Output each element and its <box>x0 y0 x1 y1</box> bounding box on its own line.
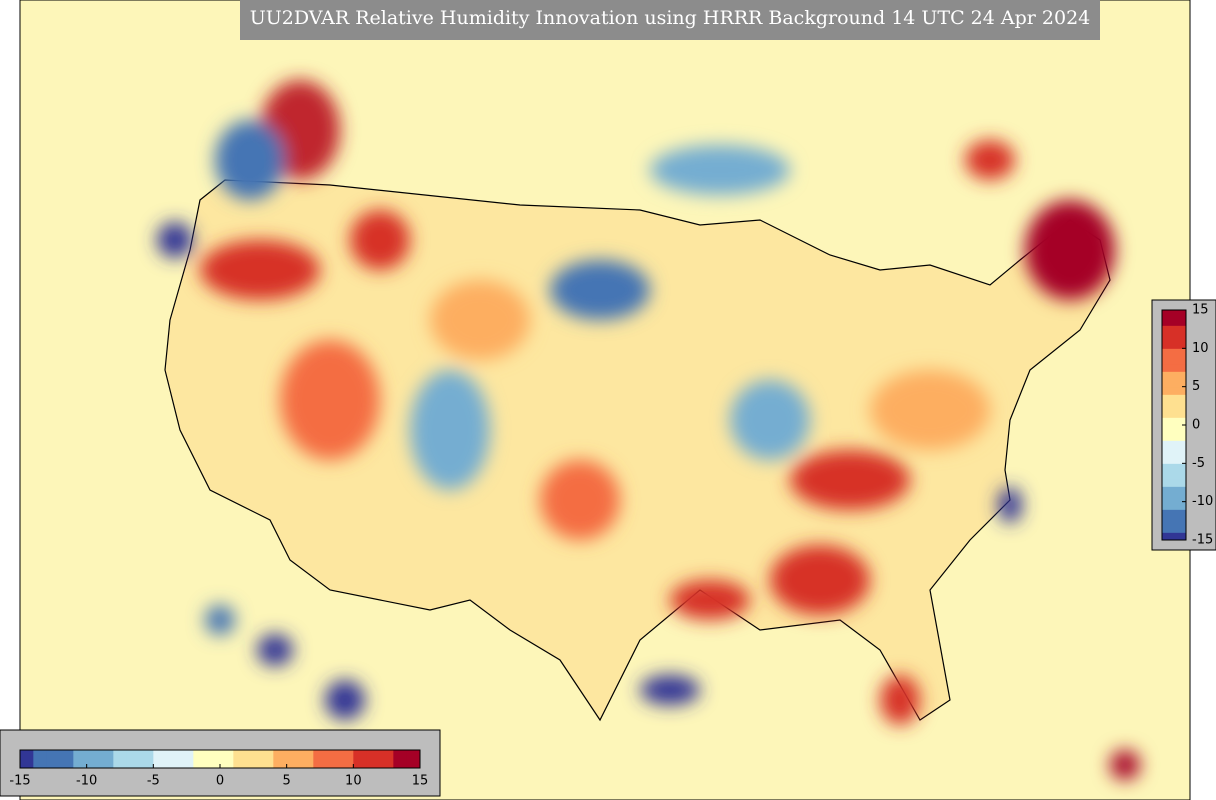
colorbars: -15 -10 -5 0 5 10 15 15 10 5 0 -5 -10 -15 <box>9 303 1213 789</box>
tick-label: -10 <box>1192 494 1213 509</box>
title-box <box>240 0 1100 40</box>
title: UU2DVAR Relative Humidity Innovation usi… <box>250 7 1091 29</box>
colorbar-cell <box>113 750 128 768</box>
colorbar-cell <box>246 750 261 768</box>
colorbar-cell <box>1162 478 1186 487</box>
tick-label: -15 <box>1192 533 1213 548</box>
colorbar-cell <box>140 750 154 768</box>
tick-label: 5 <box>283 774 291 789</box>
colorbar-cell <box>326 750 341 768</box>
colorbar-cell <box>366 750 381 768</box>
colorbar-cell <box>1162 348 1186 357</box>
colorbar-cell <box>1162 317 1186 326</box>
colorbar-cell <box>166 750 181 768</box>
colorbar-cell <box>60 750 74 768</box>
colorbar-cell <box>1162 501 1186 510</box>
colorbar-cell <box>1162 494 1186 503</box>
tick-label: 5 <box>1192 379 1200 394</box>
colorbar-cell <box>340 750 354 768</box>
tick-label: -10 <box>76 774 97 789</box>
tick-label: 10 <box>1192 341 1209 356</box>
colorbar-cell <box>1162 471 1186 480</box>
colorbar-cell <box>1162 333 1186 342</box>
tick-label: -5 <box>1192 456 1205 471</box>
colorbar-cell <box>393 750 408 768</box>
colorbar-cell <box>273 750 288 768</box>
colorbar-cell <box>180 750 194 768</box>
colorbar-cell <box>20 750 34 768</box>
colorbar-cell <box>380 750 394 768</box>
colorbar-cell <box>1162 356 1186 365</box>
colorbar-cell <box>1162 371 1186 380</box>
colorbar-cell <box>1162 448 1186 457</box>
colorbar-cell <box>1162 363 1186 372</box>
colorbar-cell <box>1162 455 1186 464</box>
colorbar-cell <box>100 750 114 768</box>
colorbar-cell <box>126 750 141 768</box>
colorbar-cell <box>313 750 328 768</box>
colorbar-cell <box>206 750 221 768</box>
colorbar-cell <box>260 750 274 768</box>
colorbar-cell <box>1162 440 1186 449</box>
colorbar-cell <box>1162 463 1186 472</box>
colorbar-cell <box>1162 417 1186 426</box>
colorbar-cell <box>1162 379 1186 388</box>
colorbar-cell <box>1162 394 1186 403</box>
colorbar-cell <box>1162 310 1186 319</box>
tick-label: 0 <box>1192 418 1200 433</box>
tick-label: 10 <box>345 774 362 789</box>
colorbar-cell <box>1162 532 1186 541</box>
innovation-field <box>157 80 1140 780</box>
colorbar-cell <box>286 750 301 768</box>
colorbar-cell <box>353 750 368 768</box>
colorbar-cell <box>233 750 248 768</box>
colorbar-cell <box>1162 509 1186 518</box>
map <box>19 0 1191 800</box>
tick-label: 0 <box>216 774 224 789</box>
colorbar-cell <box>1162 517 1186 526</box>
colorbar-cell <box>1162 486 1186 495</box>
colorbar-cell <box>1162 524 1186 533</box>
colorbar-cell <box>1162 402 1186 411</box>
colorbar-cell <box>1162 386 1186 395</box>
colorbar-cell <box>153 750 168 768</box>
colorbar-cell <box>220 750 234 768</box>
colorbar-cell <box>33 750 48 768</box>
colorbar-cell <box>406 750 421 768</box>
colorbar-cell <box>300 750 314 768</box>
colorbar-cell <box>86 750 101 768</box>
colorbar-cell <box>1162 340 1186 349</box>
colorbar-cell <box>1162 432 1186 441</box>
tick-label: 15 <box>412 774 429 789</box>
colorbar-cell <box>1162 425 1186 434</box>
colorbar-cell <box>46 750 61 768</box>
tick-label: -15 <box>9 774 30 789</box>
colorbar-cell <box>73 750 88 768</box>
colorbar-cell <box>193 750 208 768</box>
colorbar-cell <box>1162 409 1186 418</box>
tick-label: 15 <box>1192 303 1209 318</box>
colorbar-cell <box>1162 325 1186 334</box>
tick-label: -5 <box>147 774 160 789</box>
